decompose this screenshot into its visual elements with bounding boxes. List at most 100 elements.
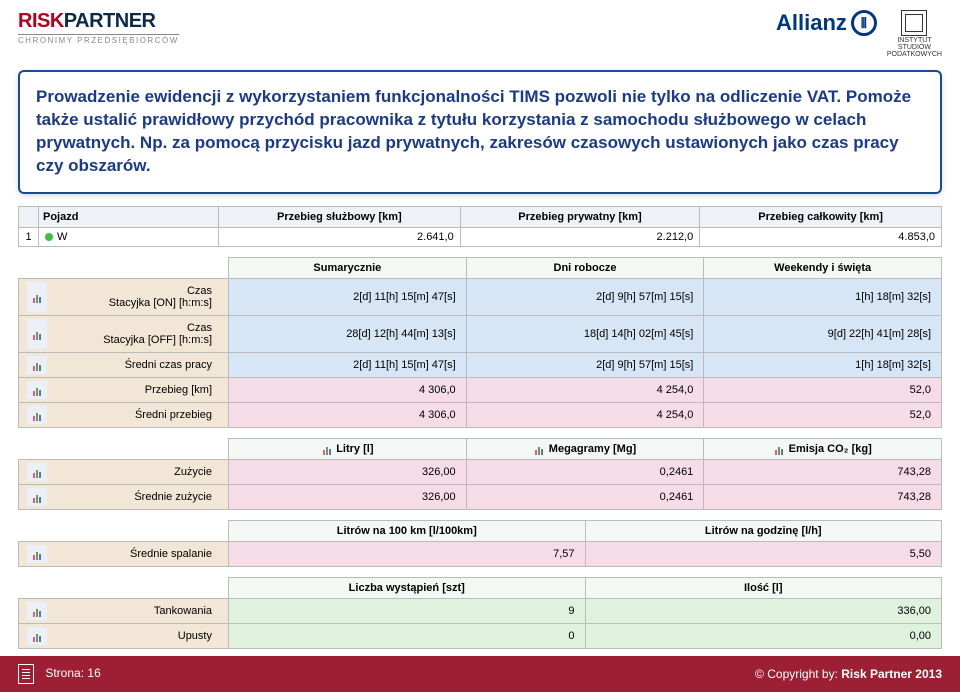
row-label: Średni czas pracy [19,352,229,377]
row-label: Średnie spalanie [19,541,229,566]
status-icon [45,233,53,241]
cell-value: 2[d] 9[h] 57[m] 15[s] [466,352,704,377]
isp-line3: PODATKOWYCH [887,51,942,58]
chart-icon-cell [27,602,47,620]
cell-value: 4 254,0 [466,377,704,402]
chart-icon-cell [27,463,47,481]
col-header: Litrów na 100 km [l/100km] [229,520,586,541]
footer-left: Strona: 16 [18,664,101,684]
cell-value: 743,28 [704,459,942,484]
table-row: Czas Stacyjka [ON] [h:m:s]2[d] 11[h] 15[… [19,278,942,315]
cell-value: 4 306,0 [229,402,467,427]
cell-value: 4 254,0 [466,402,704,427]
col-header: Sumarycznie [229,257,467,278]
logo-risk-text: RISK [18,10,64,32]
chart-icon [774,443,786,455]
col-header: Ilość [l] [585,577,942,598]
cell-value: 5,50 [585,541,942,566]
cell-value: 28[d] 12[h] 44[m] 13[s] [229,315,467,352]
chart-icon [31,359,43,371]
chart-icon-cell [27,381,47,399]
cell-value: 743,28 [704,484,942,509]
chart-icon-cell [27,282,47,312]
table-row: 1 W 2.641,0 2.212,0 4.853,0 [19,227,942,246]
isp-line1: INSTYTUT [887,37,942,44]
col-business: Przebieg służbowy [km] [219,206,461,227]
cell-value: 1[h] 18[m] 32[s] [704,278,942,315]
table-row: Średni czas pracy2[d] 11[h] 15[m] 47[s]2… [19,352,942,377]
isp-line2: STUDIÓW [887,44,942,51]
time-distance-section: SumarycznieDni roboczeWeekendy i świętaC… [18,257,942,428]
cell-num: 1 [19,227,39,246]
cell-value: 0,2461 [466,484,704,509]
cell-value: 9[d] 22[h] 41[m] 28[s] [704,315,942,352]
col-private: Przebieg prywatny [km] [460,206,700,227]
cell-value: 2[d] 11[h] 15[m] 47[s] [229,278,467,315]
chart-icon [31,466,43,478]
chart-icon [31,328,43,340]
row-label: Przebieg [km] [19,377,229,402]
cell-vehicle: W [39,227,219,246]
cell-value: 7,57 [229,541,586,566]
page-header: RISKPARTNER CHRONIMY PRZEDSIĘBIORCÓW All… [0,0,960,62]
cell-private: 2.212,0 [460,227,700,246]
chart-icon-cell [27,319,47,349]
logo-partner-text: PARTNER [64,10,156,32]
chart-icon-cell [27,406,47,424]
chart-icon [31,409,43,421]
consumption-section: Litry [l] Megagramy [Mg] Emisja CO₂ [kg]… [18,438,942,510]
cell-total: 4.853,0 [700,227,942,246]
page-footer: Strona: 16 © Copyright by: Risk Partner … [0,656,960,692]
cell-value: 2[d] 9[h] 57[m] 15[s] [466,278,704,315]
table-row: Czas Stacyjka [OFF] [h:m:s]28[d] 12[h] 4… [19,315,942,352]
col-header: Dni robocze [466,257,704,278]
chart-icon-cell [27,627,47,645]
cube-icon [901,10,927,36]
row-label: Upusty [19,623,229,648]
allianz-icon: ⦀ [851,10,877,36]
company-name: Risk Partner 2013 [841,667,942,681]
document-icon [18,664,34,684]
avg-consumption-section: Litrów na 100 km [l/100km]Litrów na godz… [18,520,942,567]
row-label: Średnie zużycie [19,484,229,509]
col-header: Weekendy i święta [704,257,942,278]
cell-business: 2.641,0 [219,227,461,246]
cell-value: 336,00 [585,598,942,623]
page-label: Strona: [45,666,84,680]
chart-icon [31,548,43,560]
cell-value: 0,00 [585,623,942,648]
col-num [19,206,39,227]
table-row: Upusty00,00 [19,623,942,648]
logo-allianz: Allianz ⦀ [776,10,877,36]
table-row: Zużycie326,000,2461743,28 [19,459,942,484]
table-row: Przebieg [km]4 306,04 254,052,0 [19,377,942,402]
col-total: Przebieg całkowity [km] [700,206,942,227]
row-label: Tankowania [19,598,229,623]
col-header: Litrów na godzinę [l/h] [585,520,942,541]
chart-icon [321,443,333,455]
cell-value: 9 [229,598,586,623]
chart-icon-cell [27,545,47,563]
logo-subtitle: CHRONIMY PRZEDSIĘBIORCÓW [18,34,179,45]
col-header: Megagramy [Mg] [466,438,704,459]
chart-icon [534,443,546,455]
page-number: 16 [87,666,100,680]
cell-value: 4 306,0 [229,377,467,402]
chart-icon [31,605,43,617]
col-header: Liczba wystąpień [szt] [229,577,586,598]
description-box: Prowadzenie ewidencji z wykorzystaniem f… [18,70,942,194]
footer-right: © Copyright by: Risk Partner 2013 [755,667,942,681]
cell-value: 52,0 [704,377,942,402]
table-row: Średnie zużycie326,000,2461743,28 [19,484,942,509]
logos-right: Allianz ⦀ INSTYTUT STUDIÓW PODATKOWYCH [776,10,942,58]
chart-icon [31,630,43,642]
cell-value: 0,2461 [466,459,704,484]
allianz-text: Allianz [776,10,847,36]
col-header: Litry [l] [229,438,467,459]
cell-value: 0 [229,623,586,648]
mileage-table: Pojazd Przebieg służbowy [km] Przebieg p… [18,206,942,247]
col-header: Emisja CO₂ [kg] [704,438,942,459]
chart-icon-cell [27,356,47,374]
table-row: Średnie spalanie7,575,50 [19,541,942,566]
row-label: Czas Stacyjka [OFF] [h:m:s] [19,315,229,352]
